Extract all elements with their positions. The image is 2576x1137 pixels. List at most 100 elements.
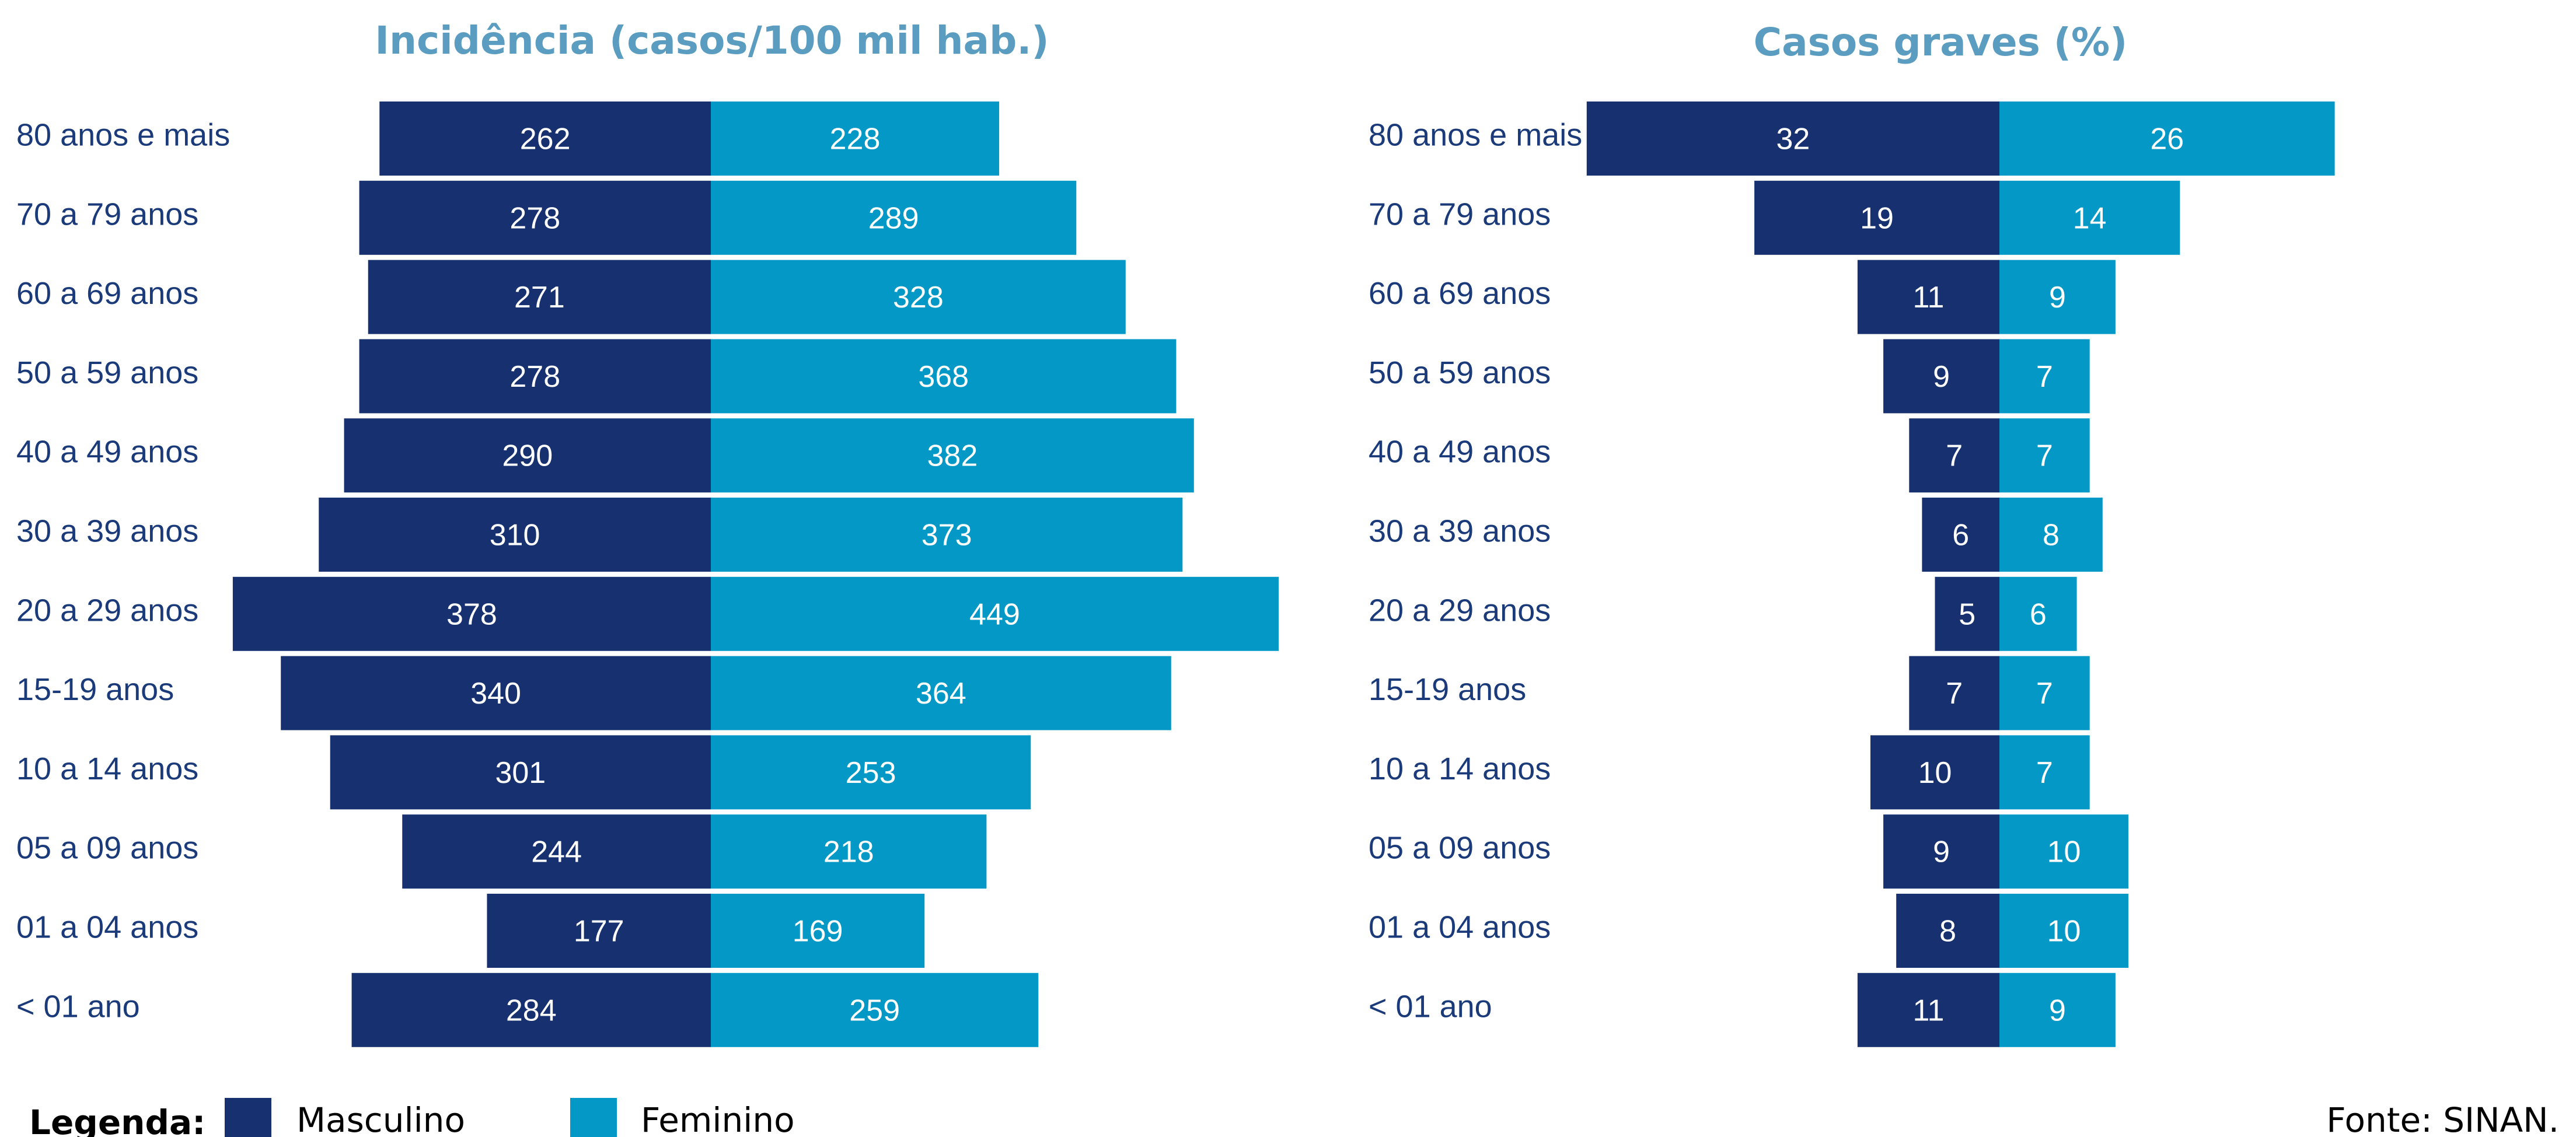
incidence-category-label: 15-19 anos xyxy=(16,672,174,707)
severe-bar-male xyxy=(1883,814,1999,889)
incidence-chart-title: Incidência (casos/100 mil hab.) xyxy=(375,18,1049,63)
severe-bar-male xyxy=(1754,180,1999,255)
incidence-value-label-female: 373 xyxy=(922,519,972,552)
incidence-bar-female xyxy=(711,656,1171,730)
severe-bar-male xyxy=(1857,972,1999,1047)
severe-bar-female xyxy=(1999,260,2116,334)
incidence-bar-male xyxy=(319,498,711,572)
incidence-bar-female xyxy=(711,576,1279,651)
incidence-value-label-female: 218 xyxy=(823,835,874,869)
incidence-bar-female xyxy=(711,498,1183,572)
severe-category-label: 20 a 29 anos xyxy=(1369,593,1551,628)
severe-bar-male xyxy=(1922,498,1999,572)
severe-bar-female xyxy=(1999,498,2103,572)
severe-bar-male xyxy=(1935,576,1999,651)
severe-bar-male xyxy=(1896,894,1999,968)
legend-male-label: Masculino xyxy=(296,1100,465,1137)
severe-bar-female xyxy=(1999,180,2180,255)
source-note: Fonte: SINAN. xyxy=(2326,1100,2559,1137)
severe-bar-female xyxy=(1999,576,2077,651)
severe-value-label-male: 32 xyxy=(1776,123,1810,156)
incidence-chart: Incidência (casos/100 mil hab.) 80 anos … xyxy=(16,18,1279,1047)
severe-category-label: 60 a 69 anos xyxy=(1369,276,1551,311)
incidence-category-label: 01 a 04 anos xyxy=(16,910,198,945)
incidence-value-label-male: 278 xyxy=(509,201,560,235)
incidence-value-label-male: 284 xyxy=(506,993,557,1027)
incidence-value-label-male: 244 xyxy=(531,835,582,869)
severe-value-label-female: 10 xyxy=(2047,915,2081,949)
incidence-bar-female xyxy=(711,735,1031,810)
incidence-value-label-male: 378 xyxy=(446,597,497,631)
severe-value-label-male: 7 xyxy=(1946,439,1963,473)
severe-bar-male xyxy=(1909,418,1999,493)
severe-cases-chart: Casos graves (%) 80 anos e mais 32 26 70 a … xyxy=(1369,20,2335,1047)
severe-value-label-female: 6 xyxy=(2030,597,2047,631)
incidence-value-label-female: 169 xyxy=(793,915,843,949)
incidence-value-label-male: 278 xyxy=(509,360,560,394)
severe-bar-female xyxy=(1999,972,2116,1047)
severe-cases-chart-title: Casos graves (%) xyxy=(1754,20,2128,65)
severe-bar-female xyxy=(1999,735,2090,810)
severe-value-label-female: 7 xyxy=(2036,360,2053,394)
incidence-value-label-male: 177 xyxy=(574,915,624,949)
severe-value-label-male: 7 xyxy=(1946,677,1963,711)
incidence-bar-female xyxy=(711,418,1194,493)
legend-female-swatch xyxy=(570,1098,617,1137)
incidence-bar-male xyxy=(344,418,711,493)
incidence-value-label-male: 310 xyxy=(490,519,540,552)
severe-value-label-male: 5 xyxy=(1959,597,1975,631)
incidence-category-label: 40 a 49 anos xyxy=(16,435,198,470)
incidence-value-label-female: 253 xyxy=(846,756,896,790)
incidence-value-label-female: 364 xyxy=(916,677,966,711)
incidence-category-label: 30 a 39 anos xyxy=(16,514,198,549)
incidence-bar-female xyxy=(711,102,1000,176)
severe-category-label: < 01 ano xyxy=(1369,989,1492,1024)
severe-value-label-female: 14 xyxy=(2073,201,2107,235)
severe-bar-female xyxy=(1999,339,2090,414)
severe-value-label-female: 7 xyxy=(2036,439,2053,473)
incidence-value-label-female: 289 xyxy=(868,201,919,235)
incidence-value-label-female: 449 xyxy=(969,597,1020,631)
severe-category-label: 40 a 49 anos xyxy=(1369,435,1551,470)
severe-category-label: 50 a 59 anos xyxy=(1369,355,1551,390)
severe-value-label-female: 10 xyxy=(2047,835,2081,869)
severe-value-label-female: 26 xyxy=(2150,123,2184,156)
severe-bar-female xyxy=(1999,894,2128,968)
incidence-bar-female xyxy=(711,814,987,889)
incidence-bar-female xyxy=(711,972,1039,1047)
severe-bar-male xyxy=(1883,339,1999,414)
incidence-bar-male xyxy=(368,260,711,334)
severe-value-label-male: 10 xyxy=(1918,756,1952,790)
incidence-bar-male xyxy=(487,894,711,968)
severe-value-label-male: 11 xyxy=(1912,993,1944,1027)
incidence-bar-female xyxy=(711,180,1077,255)
incidence-bar-male xyxy=(232,576,711,651)
incidence-bar-female xyxy=(711,894,925,968)
severe-category-label: 30 a 39 anos xyxy=(1369,514,1551,549)
incidence-category-label: 05 a 09 anos xyxy=(16,831,198,866)
legend-male-swatch xyxy=(225,1098,271,1137)
severe-bar-male xyxy=(1586,102,1999,176)
severe-value-label-male: 19 xyxy=(1860,201,1894,235)
incidence-value-label-female: 228 xyxy=(830,123,881,156)
incidence-bar-male xyxy=(330,735,711,810)
incidence-value-label-male: 290 xyxy=(502,439,553,473)
legend: Legenda: Masculino Feminino xyxy=(29,1098,795,1137)
incidence-bar-male xyxy=(359,339,711,414)
severe-bar-female xyxy=(1999,102,2335,176)
severe-value-label-female: 9 xyxy=(2049,993,2066,1027)
severe-value-label-male: 8 xyxy=(1939,915,1956,949)
severe-category-label: 15-19 anos xyxy=(1369,672,1526,707)
incidence-value-label-male: 271 xyxy=(514,281,565,314)
severe-value-label-female: 7 xyxy=(2036,756,2053,790)
incidence-value-label-female: 328 xyxy=(893,281,944,314)
incidence-value-label-female: 368 xyxy=(918,360,969,394)
severe-value-label-male: 9 xyxy=(1933,835,1950,869)
incidence-bar-male xyxy=(402,814,711,889)
incidence-category-label: 80 anos e mais xyxy=(16,118,230,153)
legend-title: Legenda: xyxy=(29,1103,205,1137)
incidence-value-label-male: 262 xyxy=(520,123,571,156)
incidence-bar-female xyxy=(711,339,1177,414)
incidence-value-label-female: 382 xyxy=(927,439,978,473)
